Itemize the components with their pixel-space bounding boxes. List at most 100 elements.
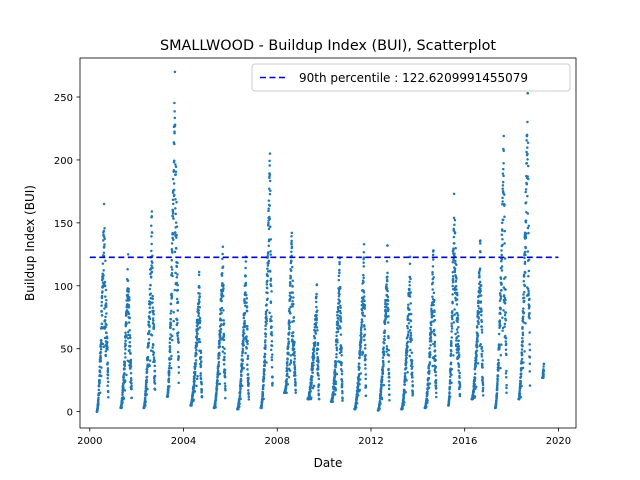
- data-point: [385, 283, 388, 286]
- data-point: [524, 188, 528, 191]
- data-point: [425, 405, 428, 409]
- data-point: [480, 355, 484, 358]
- data-point: [311, 367, 315, 370]
- data-point: [316, 365, 320, 369]
- data-point: [528, 297, 531, 301]
- data-point: [247, 376, 250, 380]
- data-point: [269, 189, 272, 192]
- data-point: [458, 381, 461, 384]
- data-point: [408, 280, 411, 283]
- data-point: [360, 325, 363, 329]
- data-point: [214, 395, 218, 398]
- data-point: [104, 303, 108, 307]
- data-point: [479, 343, 482, 346]
- data-point: [499, 366, 502, 370]
- data-point: [289, 276, 292, 279]
- data-point: [383, 331, 386, 334]
- data-point: [269, 284, 273, 288]
- x-tick-label: 2000: [77, 436, 102, 447]
- data-point: [408, 295, 412, 298]
- data-point: [448, 386, 452, 390]
- data-point: [315, 295, 318, 298]
- data-point: [527, 274, 530, 278]
- data-point: [479, 294, 483, 297]
- data-point: [317, 374, 320, 377]
- data-point: [480, 308, 483, 311]
- data-point: [244, 274, 247, 278]
- data-point: [454, 246, 457, 250]
- data-point: [432, 328, 436, 332]
- data-point: [523, 284, 526, 288]
- data-point: [263, 355, 267, 359]
- data-point: [338, 268, 341, 272]
- data-point: [246, 373, 250, 376]
- data-point: [265, 319, 268, 323]
- data-point: [387, 371, 391, 375]
- data-point: [428, 347, 431, 350]
- data-point: [170, 354, 173, 358]
- data-point: [528, 331, 531, 334]
- data-point: [266, 274, 270, 278]
- data-point: [216, 383, 219, 386]
- data-point: [522, 307, 525, 310]
- data-point: [222, 283, 225, 287]
- data-point: [496, 374, 500, 378]
- data-point: [293, 378, 297, 381]
- data-point: [477, 317, 480, 320]
- data-point: [410, 338, 413, 342]
- data-point: [409, 312, 413, 316]
- data-point: [528, 356, 532, 359]
- data-point: [495, 399, 498, 402]
- data-point: [336, 307, 340, 311]
- data-point: [222, 322, 226, 325]
- data-point: [241, 341, 245, 344]
- data-point: [214, 398, 218, 402]
- data-point: [175, 265, 178, 268]
- data-point: [337, 278, 341, 282]
- data-point: [125, 313, 128, 316]
- data-point: [453, 252, 456, 255]
- data-point: [170, 295, 174, 298]
- data-point: [338, 260, 341, 264]
- data-point: [501, 196, 504, 200]
- data-point: [316, 328, 319, 332]
- data-point: [246, 357, 250, 360]
- data-point: [288, 369, 292, 372]
- data-point: [524, 190, 527, 194]
- data-point: [450, 381, 453, 384]
- data-point: [504, 288, 507, 291]
- data-point: [128, 334, 132, 337]
- data-point: [99, 356, 103, 360]
- data-point: [431, 288, 434, 291]
- data-point: [317, 383, 321, 386]
- data-point: [337, 274, 341, 278]
- data-point: [408, 255, 412, 259]
- data-point: [433, 333, 437, 337]
- data-point: [261, 393, 265, 397]
- data-point: [127, 287, 130, 291]
- data-point: [270, 325, 273, 329]
- data-point: [169, 333, 172, 336]
- data-point: [435, 395, 438, 399]
- data-point: [520, 384, 523, 388]
- data-point: [478, 276, 481, 279]
- data-point: [317, 377, 321, 381]
- data-point: [338, 262, 341, 266]
- data-point: [294, 374, 297, 377]
- data-point: [293, 341, 296, 344]
- data-point: [336, 340, 339, 344]
- data-point: [286, 383, 290, 386]
- data-point: [145, 370, 149, 374]
- data-point: [144, 383, 148, 386]
- data-point: [243, 321, 247, 325]
- data-point: [242, 332, 246, 335]
- data-point: [171, 251, 174, 254]
- data-point: [221, 289, 225, 292]
- data-point: [177, 365, 181, 369]
- data-point: [498, 299, 502, 302]
- data-point: [219, 334, 222, 338]
- data-point: [125, 322, 128, 325]
- data-point: [362, 281, 365, 284]
- data-point: [262, 383, 265, 387]
- data-point: [473, 379, 477, 382]
